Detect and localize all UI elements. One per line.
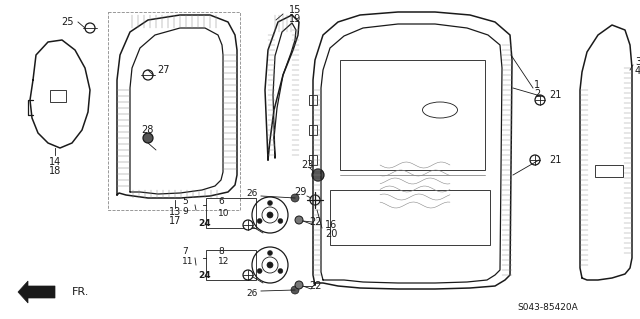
Text: 15: 15 (289, 5, 301, 15)
Text: 7: 7 (182, 248, 188, 256)
Text: 2: 2 (534, 89, 540, 99)
Text: 26: 26 (246, 189, 258, 197)
Text: 25: 25 (61, 17, 74, 27)
Bar (309, 95, 317, 105)
Text: 14: 14 (49, 157, 61, 167)
Circle shape (268, 201, 273, 205)
Text: 4: 4 (635, 66, 640, 76)
Text: S043-85420A: S043-85420A (518, 303, 579, 313)
Text: 11: 11 (182, 256, 193, 265)
Circle shape (535, 95, 545, 105)
Text: 23: 23 (301, 160, 313, 170)
Polygon shape (18, 281, 55, 303)
Circle shape (243, 270, 253, 280)
Circle shape (257, 219, 262, 224)
Circle shape (291, 194, 299, 202)
Text: 3: 3 (635, 57, 640, 67)
Circle shape (267, 262, 273, 268)
Text: 19: 19 (289, 14, 301, 24)
Circle shape (243, 220, 253, 230)
Bar (309, 155, 317, 165)
Text: 26: 26 (246, 288, 258, 298)
Text: 10: 10 (218, 210, 230, 219)
Text: 20: 20 (325, 229, 337, 239)
Circle shape (312, 169, 324, 181)
Circle shape (268, 250, 273, 256)
Text: 9: 9 (182, 206, 188, 216)
Text: 24: 24 (198, 219, 211, 228)
Circle shape (278, 269, 283, 273)
Circle shape (257, 269, 262, 273)
Text: FR.: FR. (72, 287, 90, 297)
Text: 12: 12 (218, 257, 229, 266)
Bar (50, 90, 66, 102)
Circle shape (278, 219, 283, 224)
Text: 18: 18 (49, 166, 61, 176)
Text: 21: 21 (549, 90, 561, 100)
Text: 24: 24 (198, 271, 211, 279)
Circle shape (295, 216, 303, 224)
Text: 22: 22 (310, 281, 323, 291)
Text: 8: 8 (218, 248, 224, 256)
Text: 17: 17 (169, 216, 181, 226)
Text: 29: 29 (294, 187, 306, 197)
Bar (309, 125, 317, 135)
Circle shape (267, 212, 273, 218)
Text: 6: 6 (218, 197, 224, 206)
Text: 1: 1 (534, 80, 540, 90)
Bar (330, 190, 490, 245)
Text: 21: 21 (549, 155, 561, 165)
Bar (340, 60, 485, 170)
Circle shape (291, 286, 299, 294)
Text: 28: 28 (141, 125, 153, 135)
Circle shape (530, 155, 540, 165)
Text: 13: 13 (169, 207, 181, 217)
Circle shape (143, 133, 153, 143)
Bar (206, 198, 256, 228)
Bar (206, 250, 256, 280)
Bar (595, 165, 623, 177)
Circle shape (295, 281, 303, 289)
Text: 5: 5 (182, 197, 188, 206)
Text: 16: 16 (325, 220, 337, 230)
Text: 22: 22 (310, 217, 323, 227)
Text: 27: 27 (157, 65, 169, 75)
